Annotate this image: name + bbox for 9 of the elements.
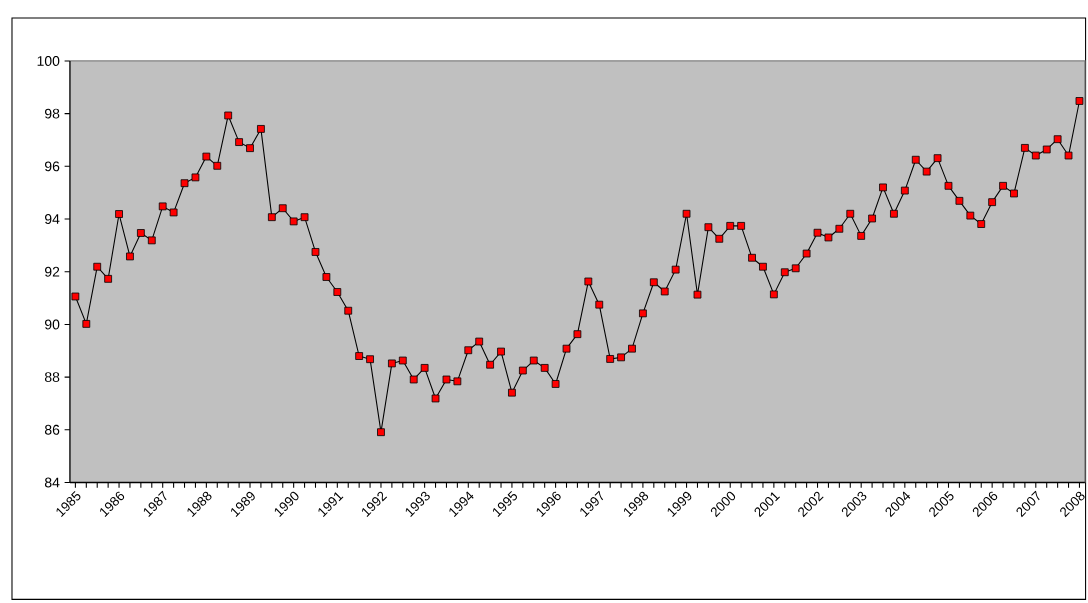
y-tick-label: 92 <box>44 266 60 277</box>
y-tick-label: 90 <box>44 319 60 330</box>
y-tick-label: 98 <box>44 108 60 119</box>
y-tick-label: 88 <box>44 371 60 382</box>
y-tick-label: 100 <box>37 55 60 66</box>
y-tick-label: 94 <box>44 213 60 224</box>
y-tick-label: 86 <box>44 424 60 435</box>
y-tick-label: 84 <box>44 477 60 488</box>
y-tick-label: 96 <box>44 161 60 172</box>
